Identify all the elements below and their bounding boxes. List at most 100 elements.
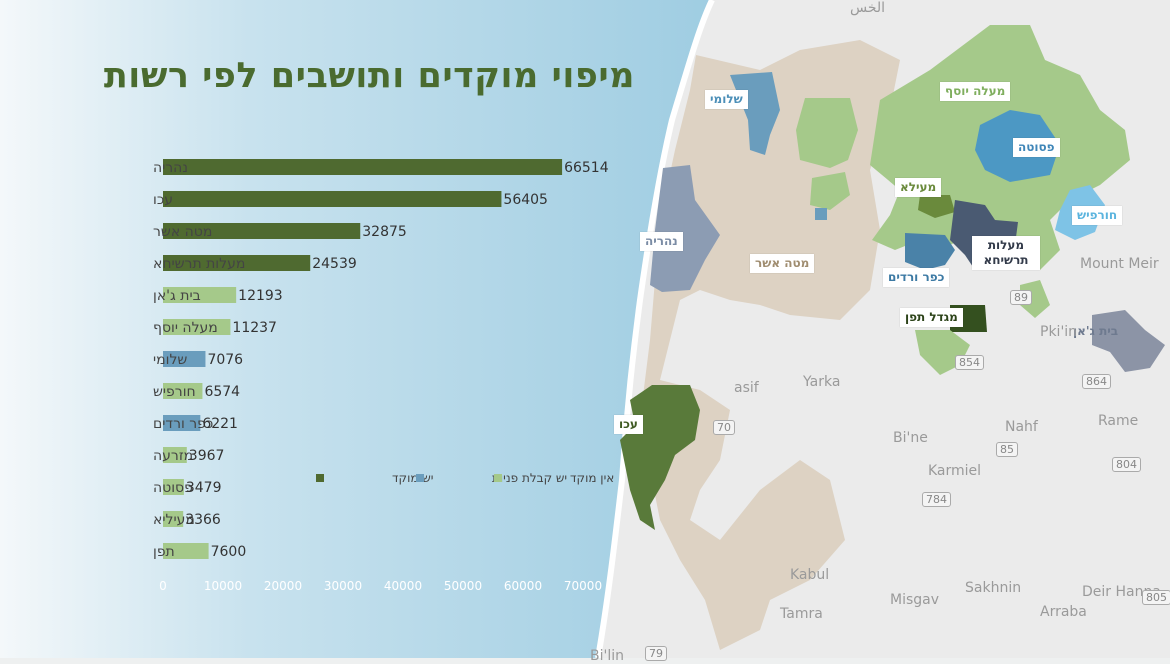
- x-tick-label: 20000: [264, 579, 302, 593]
- value-label: 7076: [207, 352, 243, 368]
- map-label-migdal-tefen: מגדל תפן: [900, 308, 963, 327]
- legend-label: יש מוקד: [392, 471, 433, 485]
- x-tick-label: 50000: [444, 579, 482, 593]
- road-badge: 804: [1112, 457, 1141, 472]
- value-label: 11237: [232, 320, 277, 336]
- town-label: Tamra: [780, 606, 823, 622]
- bar: [163, 287, 237, 303]
- bar: [163, 191, 502, 207]
- bar: [163, 255, 311, 271]
- bar: [163, 223, 361, 239]
- bar: [163, 319, 231, 335]
- region-mieliya: [918, 195, 955, 218]
- category-label: חורפיש: [153, 384, 196, 400]
- bar: [163, 511, 184, 527]
- map-label-akko: עכו: [614, 415, 643, 434]
- category-label: עכו: [153, 192, 173, 208]
- value-label: 3479: [186, 480, 222, 496]
- value-label: 24539: [312, 256, 357, 272]
- road-badge: 864: [1082, 374, 1111, 389]
- town-label: Rame: [1098, 413, 1139, 429]
- town-label: Bi'ne: [893, 430, 928, 446]
- map-label-beit-jann: בית ג'אן: [1073, 324, 1119, 338]
- category-label: נהריה: [153, 160, 188, 176]
- category-label: מעיליא: [153, 512, 195, 528]
- legend-swatch: [416, 474, 424, 482]
- map-label-maale-yosef: מעלה יוסף: [940, 82, 1011, 101]
- x-tick-label: 60000: [504, 579, 542, 593]
- road-badge: 70: [713, 420, 735, 435]
- value-label: 3967: [189, 448, 225, 464]
- bar: [163, 447, 187, 463]
- map-label-kfar-vradim: כפר ורדים: [883, 268, 950, 287]
- road-badge: 89: [1010, 290, 1032, 305]
- town-label: Karmiel: [928, 463, 982, 479]
- map-label-shlomi: שלומי: [705, 90, 748, 109]
- x-tick-label: 70000: [564, 579, 602, 593]
- town-label: Mount Meir: [1080, 256, 1159, 272]
- town-label: Nahf: [1005, 419, 1038, 435]
- category-label: שלומי: [153, 352, 187, 368]
- category-label: תפן: [153, 544, 175, 560]
- legend-swatch: [316, 474, 324, 482]
- map-label-mieliya: מעילא: [895, 178, 942, 197]
- town-label: Arraba: [1040, 604, 1087, 620]
- bar-chart: נהריה 66514 עכו 56405 מטה אשר 32875 מעלות תרשי…: [153, 159, 614, 593]
- value-label: 3366: [185, 512, 221, 528]
- legend-label: אין מוקד: [570, 471, 614, 485]
- region-blue-small: [815, 208, 827, 220]
- x-tick-label: 10000: [204, 579, 242, 593]
- bar: [163, 543, 209, 559]
- value-label: 6221: [202, 416, 238, 432]
- bar: [163, 415, 201, 431]
- category-label: פסוטה: [153, 480, 193, 496]
- region-beit-jann: [1092, 310, 1165, 372]
- shoreline: [595, 0, 715, 658]
- value-label: 32875: [362, 224, 407, 240]
- region-kfar-vradim: [905, 233, 955, 270]
- category-label: מעלה יוסף: [153, 320, 218, 336]
- category-label: כפר ורדים: [153, 416, 213, 432]
- town-label: Sakhnin: [965, 580, 1022, 596]
- region-green-2: [810, 172, 850, 210]
- category-label: בית ג'אן: [153, 288, 201, 304]
- value-label: 7600: [211, 544, 247, 560]
- town-label: Pki'in: [1040, 324, 1078, 340]
- town-label: الخس: [850, 0, 886, 16]
- region-green-1: [796, 98, 858, 168]
- map-label-fassuta: פסוטה: [1013, 138, 1060, 157]
- category-label: מטה אשר: [153, 224, 212, 240]
- value-label: 6574: [204, 384, 240, 400]
- x-tick-label: 30000: [324, 579, 362, 593]
- town-label: Misgav: [890, 592, 940, 608]
- bar: [163, 383, 203, 399]
- map-label-nahariya: נהריה: [640, 232, 683, 251]
- road-badge: 784: [922, 492, 951, 507]
- value-label: 12193: [238, 288, 283, 304]
- value-label: 56405: [503, 192, 548, 208]
- road-badge: 854: [955, 355, 984, 370]
- town-label: asif: [734, 380, 759, 396]
- road-badge: 85: [996, 442, 1018, 457]
- x-tick-label: 0: [159, 579, 167, 593]
- map-label-hurfeish: חורפיש: [1072, 206, 1123, 225]
- legend-swatch: [494, 474, 502, 482]
- category-label: מעלות תרשיחא: [153, 256, 245, 272]
- map-label-mateh-asher: מטה אשר: [750, 254, 815, 273]
- x-tick-label: 40000: [384, 579, 422, 593]
- value-label: 66514: [564, 160, 609, 176]
- road-badge: 79: [645, 646, 667, 661]
- page-title: מיפוי מוקדים ותושבים לפי רשות: [103, 56, 635, 96]
- map-label-maalot: מעלות תרשיחא: [972, 236, 1040, 270]
- bar: [163, 351, 206, 367]
- region-green-4: [1020, 280, 1050, 318]
- town-label: Kabul: [790, 567, 830, 583]
- bar: [163, 479, 184, 495]
- category-label: מזרעה: [153, 448, 193, 464]
- town-label: Deir Hanna: [1082, 584, 1161, 600]
- town-label: Yarka: [803, 374, 841, 390]
- bar: [163, 159, 563, 175]
- road-badge: 805: [1142, 590, 1170, 605]
- region-nahariya: [650, 165, 720, 292]
